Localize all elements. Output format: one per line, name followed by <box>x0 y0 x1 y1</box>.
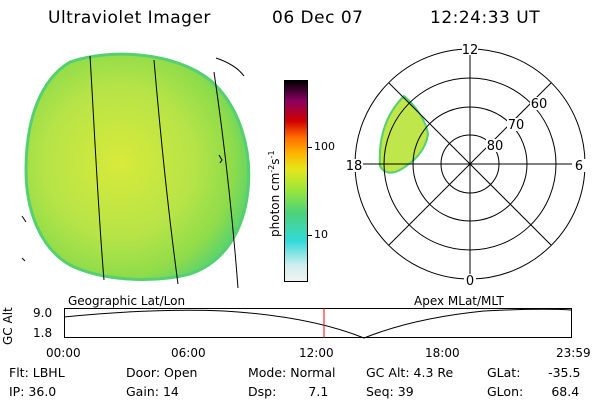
mlat-label-80: 80 <box>487 139 504 154</box>
flt-field: Flt: LBHL <box>9 365 65 380</box>
altitude-timeline-plot <box>64 308 572 339</box>
time-tick-0000: 00:00 <box>46 346 81 360</box>
time-tick-2359: 23:59 <box>556 346 591 360</box>
glon-field: GLon: 68.4 <box>487 384 580 399</box>
time-label: 12:24:33 UT <box>430 8 541 28</box>
geographic-latlon-label: Geographic Lat/Lon <box>68 294 186 308</box>
intensity-colorbar <box>284 80 308 282</box>
mlt-label-12: 12 <box>462 44 479 58</box>
time-tick-0600: 06:00 <box>171 346 206 360</box>
colorbar-tick-10 <box>307 235 312 236</box>
gain-field: Gain: 14 <box>126 384 179 399</box>
alt-tick-bottom: 1.8 <box>33 326 53 340</box>
mlt-label-0: 0 <box>466 274 474 288</box>
colorbar-tick-100 <box>307 147 312 148</box>
earth-disk <box>24 52 251 281</box>
longitude-lines <box>89 55 245 289</box>
uv-earth-image <box>21 52 251 289</box>
gc-alt-axis-label: GC Alt <box>1 307 15 345</box>
mode-field: Mode: Normal <box>248 365 336 380</box>
mlt-label-18: 18 <box>346 159 363 174</box>
door-field: Door: Open <box>126 365 198 380</box>
glat-field: GLat: -35.5 <box>487 365 581 380</box>
ip-field: IP: 36.0 <box>9 384 57 399</box>
timeline-frame <box>64 308 572 338</box>
dsp-field: Dsp: 7.1 <box>248 384 329 399</box>
apex-mlat-mlt-label: Apex MLat/MLT <box>414 294 504 308</box>
time-tick-1800: 18:00 <box>425 346 460 360</box>
polar-axis-diag2 <box>388 82 552 246</box>
alt-tick-top: 9.0 <box>33 306 53 320</box>
colorbar-label-10: 10 <box>314 228 328 241</box>
gc-alt-field: GC Alt: 4.3 Re <box>366 365 454 380</box>
instrument-title: Ultraviolet Imager <box>48 8 211 28</box>
coastline-marks <box>21 154 223 262</box>
altitude-curve <box>64 308 572 339</box>
date-label: 06 Dec 07 <box>272 8 364 28</box>
colorbar-label-100: 100 <box>314 140 335 153</box>
mlat-label-70: 70 <box>508 118 525 133</box>
colorbar-unit-label: photon cm-2s-1 <box>267 150 282 237</box>
seq-field: Seq: 39 <box>366 384 414 399</box>
aurora-region <box>378 94 430 174</box>
mlt-label-6: 6 <box>575 159 583 174</box>
polar-mlat-mlt-plot: 12 18 6 0 60 70 80 <box>345 44 586 288</box>
mlat-label-60: 60 <box>531 97 548 112</box>
time-tick-1200: 12:00 <box>299 346 334 360</box>
